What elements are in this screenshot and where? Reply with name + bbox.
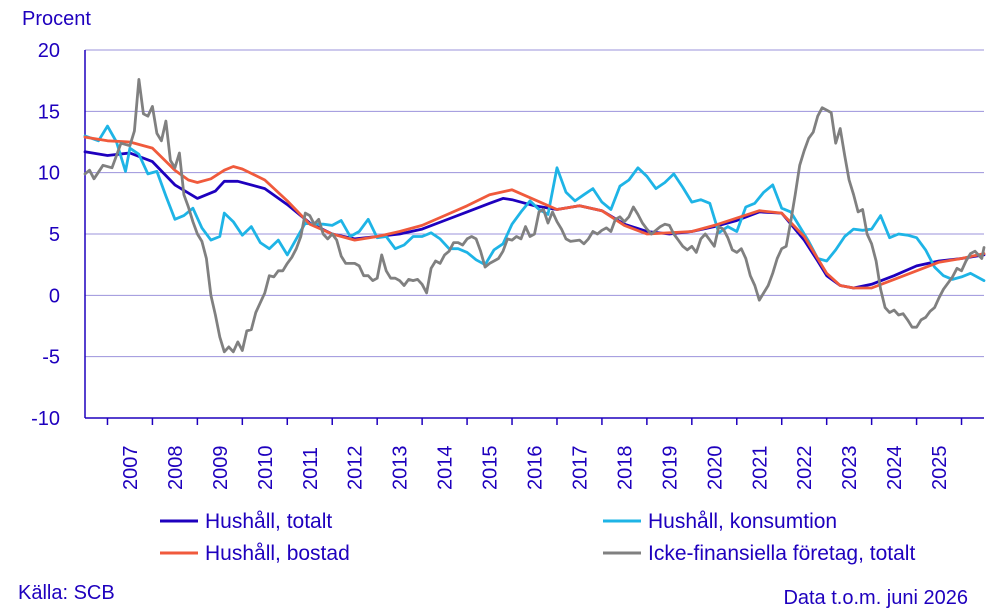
y-axis-label: Procent xyxy=(22,8,91,30)
legend-label: Hushåll, konsumtion xyxy=(648,510,837,533)
gridlines xyxy=(85,49,984,419)
y-tick-label: -5 xyxy=(42,347,60,369)
y-tick-label: 0 xyxy=(49,285,60,307)
data-through-note: Data t.o.m. juni 2026 xyxy=(783,587,968,609)
y-tick-label: 5 xyxy=(49,224,60,246)
x-tick-label: 2015 xyxy=(480,446,502,491)
x-tick-label: 2013 xyxy=(390,446,412,491)
x-tick-label: 2023 xyxy=(839,446,861,491)
legend-label: Hushåll, totalt xyxy=(205,510,332,533)
x-tick-label: 2017 xyxy=(569,446,591,491)
legend-label: Hushåll, bostad xyxy=(205,542,350,565)
data-lines xyxy=(83,78,986,354)
x-tick-label: 2018 xyxy=(614,446,636,491)
x-tick-label: 2016 xyxy=(525,446,547,491)
source-note: Källa: SCB xyxy=(18,582,115,604)
legend: Hushåll, totalt Hushåll, konsumtion Hushål… xyxy=(160,510,915,565)
x-tick-label: 2011 xyxy=(300,447,322,490)
x-axis: 2007 2008 2009 2010 2011 2012 2013 2014 2015 2016… xyxy=(84,50,984,491)
series-line xyxy=(83,78,986,354)
y-tick-label: 10 xyxy=(38,163,60,185)
x-tick-label: 2007 xyxy=(120,446,142,491)
x-tick-label: 2014 xyxy=(435,446,457,491)
x-tick-label: 2020 xyxy=(704,446,726,491)
x-tick-label: 2008 xyxy=(165,446,187,491)
x-tick-label: 2012 xyxy=(345,446,367,491)
x-tick-label: 2024 xyxy=(884,446,906,491)
y-tick-label: 20 xyxy=(38,40,60,62)
x-tick-label: 2019 xyxy=(659,446,681,491)
x-tick-label: 2009 xyxy=(210,446,232,491)
y-axis-ticks: -10 -5 0 5 10 15 20 xyxy=(31,40,60,430)
series-line xyxy=(83,135,986,290)
legend-label: Icke-finansiella företag, totalt xyxy=(648,542,915,565)
x-tick-label: 2010 xyxy=(255,446,277,491)
y-tick-label: -10 xyxy=(31,408,60,430)
y-tick-label: 15 xyxy=(38,101,60,123)
x-tick-label: 2022 xyxy=(794,446,816,491)
x-tick-label: 2021 xyxy=(749,446,771,491)
series-line xyxy=(83,124,986,282)
x-tick-label: 2025 xyxy=(929,446,951,491)
